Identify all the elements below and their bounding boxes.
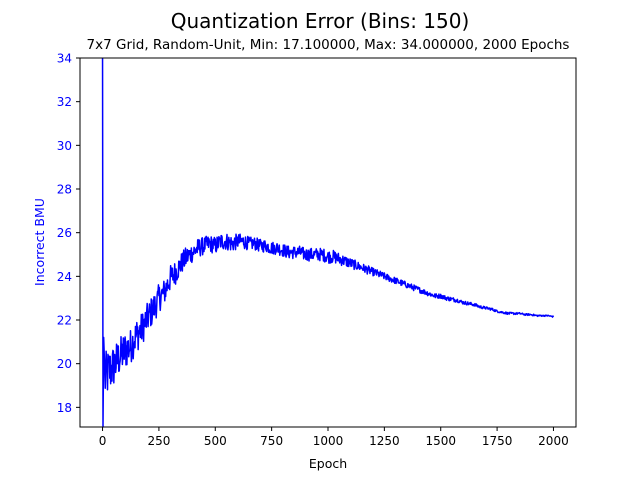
x-tick-label: 500 [204, 434, 227, 448]
y-tick-label: 30 [57, 139, 72, 153]
y-tick-label: 22 [57, 314, 72, 328]
y-tick-label: 26 [57, 226, 72, 240]
series-group [101, 57, 555, 428]
y-tick-label: 18 [57, 401, 72, 415]
y-tick-label: 24 [57, 270, 72, 284]
x-tick-label: 1500 [425, 434, 456, 448]
x-tick-label: 2000 [538, 434, 569, 448]
y-tick-label: 32 [57, 95, 72, 109]
y-axis-label: Incorrect BMU [32, 198, 47, 286]
x-tick-label: 750 [260, 434, 283, 448]
chart-subtitle: 7x7 Grid, Random-Unit, Min: 17.100000, M… [87, 37, 570, 53]
x-axis-ticks: 0 250 500 750 1000 1250 1500 1750 2000 [99, 427, 569, 448]
x-axis-label: Epoch [309, 456, 347, 471]
y-tick-label: 34 [57, 52, 72, 66]
series-line [101, 57, 555, 428]
x-tick-label: 0 [99, 434, 107, 448]
plot-area-frame [79, 57, 577, 428]
y-tick-label: 28 [57, 183, 72, 197]
chart-title: Quantization Error (Bins: 150) [171, 9, 470, 33]
y-axis-ticks: 18 20 22 24 26 28 30 32 34 [57, 52, 80, 415]
x-tick-label: 250 [147, 434, 170, 448]
x-tick-label: 1250 [369, 434, 400, 448]
x-tick-label: 1750 [482, 434, 513, 448]
x-tick-label: 1000 [313, 434, 344, 448]
y-tick-label: 20 [57, 357, 72, 371]
